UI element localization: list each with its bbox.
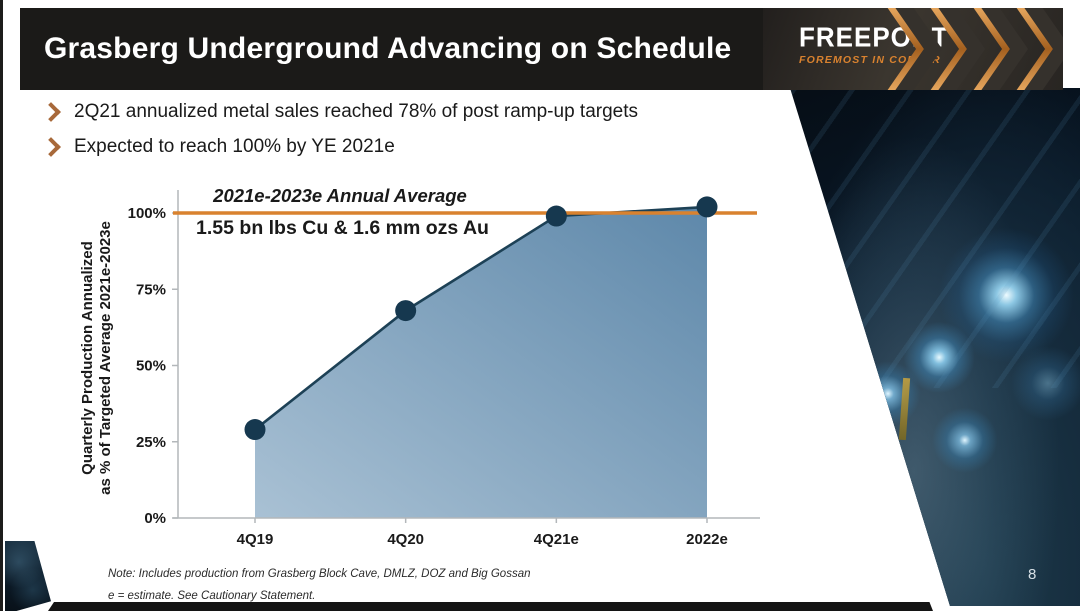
x-tick-label: 4Q19	[237, 531, 274, 548]
header-bar: Grasberg Underground Advancing on Schedu…	[20, 8, 1063, 90]
bullet-item: 2Q21 annualized metal sales reached 78% …	[41, 101, 638, 123]
logo-tagline: FOREMOST IN COPPER	[799, 54, 941, 66]
footer-bar	[48, 602, 933, 611]
slide-title: Grasberg Underground Advancing on Schedu…	[44, 32, 732, 65]
bullet-arrow-icon	[41, 137, 61, 157]
y-tick-label: 0%	[144, 510, 166, 527]
data-point-4Q21e	[545, 205, 567, 227]
freeport-logo: FREEPORT FOREMOST IN COPPER	[763, 8, 1063, 90]
bullet-arrow-icon	[41, 102, 61, 122]
target-annotation-title: 2021e-2023e Annual Average	[213, 185, 467, 206]
footnote: Note: Includes production from Grasberg …	[108, 563, 531, 607]
bullet-text: Expected to reach 100% by YE 2021e	[74, 136, 395, 157]
data-point-4Q20	[395, 300, 417, 322]
footnote-line2: e = estimate. See Cautionary Statement.	[108, 590, 316, 602]
area-fill	[255, 206, 707, 518]
left-edge-strip	[0, 0, 3, 611]
corner-wedge-decoration	[5, 541, 51, 611]
chevrons-icon	[887, 8, 1063, 90]
x-tick-label: 4Q20	[387, 531, 424, 548]
x-tick-label: 2022e	[686, 531, 728, 548]
y-tick-label: 100%	[128, 205, 166, 222]
footnote-line1: Note: Includes production from Grasberg …	[108, 568, 531, 580]
page-number: 8	[1028, 566, 1037, 583]
production-chart: 0% 25% 50% 75% 100% 4Q19 4Q20 4Q21e 2022e	[128, 190, 760, 548]
bullet-list: 2Q21 annualized metal sales reached 78% …	[41, 101, 638, 171]
mine-photo: 8	[790, 88, 1080, 606]
bullet-text: 2Q21 annualized metal sales reached 78% …	[74, 101, 638, 122]
y-tick-label: 50%	[136, 358, 166, 375]
x-tick-label: 4Q21e	[534, 531, 579, 548]
target-annotation-value: 1.55 bn lbs Cu & 1.6 mm ozs Au	[196, 217, 489, 239]
tunnel-ribs-decoration	[790, 88, 1080, 389]
data-point-2022e	[696, 196, 718, 218]
y-tick-label: 75%	[136, 281, 166, 298]
data-point-4Q19	[244, 419, 266, 441]
y-tick-label: 25%	[136, 434, 166, 451]
bullet-item: Expected to reach 100% by YE 2021e	[41, 136, 638, 158]
